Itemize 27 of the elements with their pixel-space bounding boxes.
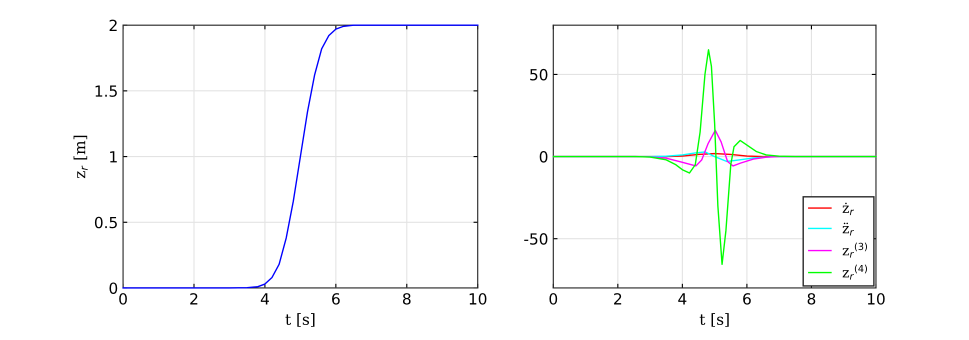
legend-label: z̈$_{r}$ [842, 222, 854, 236]
x-tick-label: 6 [743, 293, 751, 305]
x-axis-title: t [s] [700, 313, 729, 327]
y-tick-label: 1 [110, 151, 117, 162]
legend-label: ż$_{r}$ [842, 202, 854, 216]
legend-label: z$_{r}$$^{(3)}$ [842, 242, 867, 258]
x-tick-label: 0 [119, 293, 127, 305]
y-tick-label: 2 [110, 20, 117, 31]
y-axis-title: z$_{r}$ [m] [74, 136, 88, 178]
legend-label: z$_{r}$$^{(4)}$ [842, 264, 867, 280]
x-axis-title: t [s] [285, 313, 314, 327]
y-tick-label: 0 [540, 151, 548, 163]
y-tick-label: -50 [524, 233, 548, 245]
x-tick-label: 4 [260, 293, 269, 304]
y-tick-label: 50 [530, 68, 548, 80]
y-tick-label: 0 [109, 282, 118, 294]
x-tick-label: 2 [614, 293, 622, 304]
x-tick-label: 10 [470, 293, 486, 305]
x-tick-label: 8 [402, 293, 411, 305]
x-tick-label: 0 [549, 293, 558, 305]
x-tick-label: 4 [678, 293, 686, 304]
x-tick-label: 10 [868, 293, 885, 305]
x-tick-label: 8 [808, 293, 816, 305]
x-tick-label: 6 [332, 293, 340, 305]
y-tick-label: 0.5 [94, 216, 117, 228]
y-tick-label: 1.5 [96, 86, 117, 97]
x-tick-label: 2 [190, 293, 198, 304]
